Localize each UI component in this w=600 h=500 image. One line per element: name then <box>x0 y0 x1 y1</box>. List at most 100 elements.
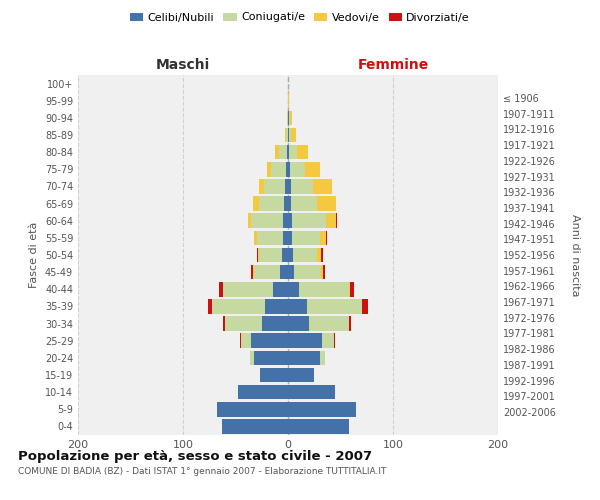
Bar <box>326 214 337 228</box>
Bar <box>259 196 284 211</box>
Bar <box>284 196 288 211</box>
Bar <box>290 110 292 125</box>
Bar <box>251 334 288 348</box>
Bar <box>349 282 350 296</box>
Bar <box>320 265 323 280</box>
Bar <box>286 162 288 176</box>
Bar <box>293 248 317 262</box>
Bar <box>208 299 212 314</box>
Bar <box>350 282 354 296</box>
Bar <box>288 230 292 245</box>
Bar <box>253 265 254 280</box>
Bar <box>288 128 289 142</box>
Bar <box>295 265 320 280</box>
Bar <box>320 230 326 245</box>
Bar <box>257 230 283 245</box>
Bar <box>307 299 361 314</box>
Bar <box>260 368 288 382</box>
Bar <box>222 419 288 434</box>
Bar <box>291 128 296 142</box>
Bar <box>292 230 320 245</box>
Bar <box>288 385 335 400</box>
Bar <box>212 299 265 314</box>
Bar <box>322 334 334 348</box>
Bar <box>254 350 288 365</box>
Bar <box>317 196 336 211</box>
Bar <box>238 385 288 400</box>
Bar <box>286 128 288 142</box>
Bar <box>288 368 314 382</box>
Bar <box>278 145 287 160</box>
Bar <box>241 334 251 348</box>
Text: Maschi: Maschi <box>156 58 210 72</box>
Bar <box>275 145 278 160</box>
Bar <box>225 316 262 331</box>
Bar <box>298 145 308 160</box>
Bar <box>282 248 288 262</box>
Bar <box>251 214 283 228</box>
Text: Femmine: Femmine <box>358 58 428 72</box>
Bar <box>254 230 257 245</box>
Text: Popolazione per età, sesso e stato civile - 2007: Popolazione per età, sesso e stato civil… <box>18 450 372 463</box>
Bar <box>313 179 332 194</box>
Bar <box>309 316 349 331</box>
Bar <box>283 230 288 245</box>
Bar <box>288 316 309 331</box>
Bar <box>288 402 356 416</box>
Bar <box>283 214 288 228</box>
Bar <box>361 299 368 314</box>
Bar <box>323 265 325 280</box>
Legend: Celibi/Nubili, Coniugati/e, Vedovi/e, Divorziati/e: Celibi/Nubili, Coniugati/e, Vedovi/e, Di… <box>125 8 475 27</box>
Bar <box>291 179 313 194</box>
Bar <box>274 282 288 296</box>
Bar <box>223 282 274 296</box>
Bar <box>285 179 288 194</box>
Bar <box>289 110 290 125</box>
Bar <box>288 350 320 365</box>
Bar <box>334 334 335 348</box>
Y-axis label: Fasce di età: Fasce di età <box>29 222 39 288</box>
Bar <box>288 419 349 434</box>
Bar <box>292 214 326 228</box>
Bar <box>217 402 288 416</box>
Bar <box>254 265 280 280</box>
Bar <box>251 265 253 280</box>
Bar <box>264 179 285 194</box>
Bar <box>349 316 351 331</box>
Bar <box>288 282 299 296</box>
Bar <box>326 230 327 245</box>
Bar <box>305 162 320 176</box>
Bar <box>287 145 288 160</box>
Bar <box>288 196 291 211</box>
Bar <box>290 162 305 176</box>
Bar <box>267 162 271 176</box>
Bar <box>280 265 288 280</box>
Bar <box>248 214 251 228</box>
Y-axis label: Anni di nascita: Anni di nascita <box>570 214 580 296</box>
Bar <box>259 179 264 194</box>
Bar <box>287 110 288 125</box>
Bar <box>265 299 288 314</box>
Bar <box>250 350 254 365</box>
Bar <box>288 299 307 314</box>
Bar <box>240 334 241 348</box>
Bar <box>218 282 223 296</box>
Bar <box>299 282 349 296</box>
Bar <box>291 196 317 211</box>
Bar <box>257 248 259 262</box>
Bar <box>288 94 289 108</box>
Bar <box>271 162 286 176</box>
Bar <box>320 248 323 262</box>
Bar <box>285 128 286 142</box>
Bar <box>288 179 291 194</box>
Bar <box>223 316 225 331</box>
Bar <box>288 162 290 176</box>
Bar <box>259 248 282 262</box>
Bar <box>253 196 259 211</box>
Text: COMUNE DI BADIA (BZ) - Dati ISTAT 1° gennaio 2007 - Elaborazione TUTTITALIA.IT: COMUNE DI BADIA (BZ) - Dati ISTAT 1° gen… <box>18 468 386 476</box>
Bar <box>288 334 322 348</box>
Bar <box>317 248 320 262</box>
Bar <box>288 145 289 160</box>
Bar <box>288 248 293 262</box>
Bar <box>288 110 289 125</box>
